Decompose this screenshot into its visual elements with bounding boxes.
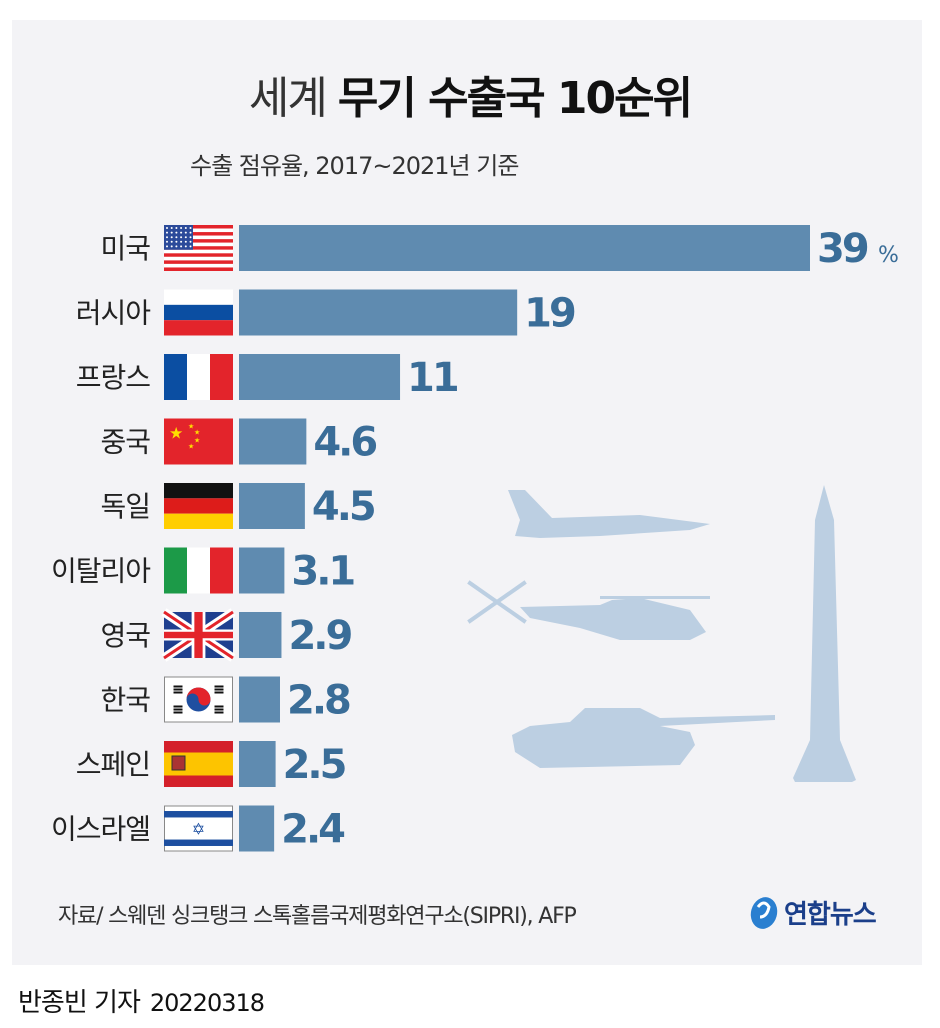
author: 반종빈 기자 xyxy=(18,988,141,1018)
svg-text:★: ★ xyxy=(188,443,194,451)
date: 20220318 xyxy=(149,989,265,1017)
bar xyxy=(239,418,307,465)
value-label: 3.1 xyxy=(291,549,354,595)
bar-row: 영국 2.9 xyxy=(100,608,354,662)
china-flag-icon: ★ ★★★★ xyxy=(164,418,233,465)
yonhap-logo: 연합뉴스 xyxy=(748,894,877,931)
svg-text:★: ★ xyxy=(169,424,183,443)
value-label: 2.9 xyxy=(288,613,351,659)
category-label: 한국 xyxy=(100,684,150,717)
value-label: 2.8 xyxy=(287,678,350,724)
page-title: 세계 무기 수출국 10순위 xyxy=(0,62,940,126)
bar xyxy=(239,354,401,400)
helicopter-icon xyxy=(467,580,710,640)
svg-text:★: ★ xyxy=(188,423,194,431)
byline: 반종빈 기자 20220318 xyxy=(18,982,265,1019)
bar-row: 이탈리아 3.1 xyxy=(51,547,357,595)
unit-label: % xyxy=(878,243,899,268)
value-label: 2.5 xyxy=(283,742,346,788)
source-note: 자료/ 스웨덴 싱크탱크 스톡홀름국제평화연구소(SIPRI), AFP xyxy=(58,904,577,929)
missile-icon xyxy=(793,485,856,782)
value-label: 4.5 xyxy=(312,484,375,530)
france-flag-icon xyxy=(164,354,233,400)
value-label: 39 xyxy=(817,226,868,272)
title-bold: 무기 수출국 10순위 xyxy=(337,73,693,124)
israel-flag-icon: ✡ xyxy=(164,805,233,852)
category-label: 영국 xyxy=(100,619,150,652)
subtitle: 수출 점유율, 2017~2021년 기준 xyxy=(190,152,519,180)
bar-row: 프랑스 11 xyxy=(76,354,461,401)
title-light: 세계 xyxy=(248,73,328,124)
bar-row: 러시아 19 xyxy=(76,289,578,337)
svg-text:★: ★ xyxy=(194,437,200,445)
bar-row: 미국 39% xyxy=(100,225,899,272)
bar-row: 독일 4.5 xyxy=(100,483,378,530)
category-label: 미국 xyxy=(100,232,150,265)
bar-row: 한국 2.8 xyxy=(100,676,353,724)
uk-flag-icon xyxy=(161,608,236,662)
decorations xyxy=(467,485,856,782)
bar xyxy=(239,547,285,594)
value-label: 11 xyxy=(407,355,458,401)
bar xyxy=(239,612,282,658)
tank-icon xyxy=(512,708,775,768)
yonhap-logo-icon xyxy=(750,896,778,929)
category-label: 독일 xyxy=(100,490,150,523)
bar xyxy=(239,225,810,271)
value-label: 19 xyxy=(524,291,575,337)
bar-row: 이스라엘 ✡ 2.4 xyxy=(51,805,347,853)
logo-text: 연합뉴스 xyxy=(784,900,877,930)
svg-text:✡: ✡ xyxy=(192,820,205,839)
spain-flag-icon xyxy=(164,741,233,787)
category-label: 이탈리아 xyxy=(51,555,150,588)
value-label: 2.4 xyxy=(281,807,344,853)
category-label: 중국 xyxy=(100,426,150,459)
bar-row: 중국 ★ ★★★★ 4.6 xyxy=(100,418,379,466)
infographic-panel xyxy=(12,20,922,965)
bar xyxy=(239,741,276,787)
category-label: 러시아 xyxy=(76,297,151,330)
bar xyxy=(239,676,280,723)
bar xyxy=(239,483,305,529)
germany-flag-icon xyxy=(164,483,233,529)
bar-row: 스페인 2.5 xyxy=(76,741,349,788)
category-label: 스페인 xyxy=(76,748,150,781)
bar xyxy=(239,289,518,336)
russia-flag-icon xyxy=(164,289,233,336)
value-label: 4.6 xyxy=(313,420,376,466)
us-flag-icon xyxy=(164,225,233,271)
category-label: 이스라엘 xyxy=(51,813,150,846)
italy-flag-icon xyxy=(164,547,233,594)
fighter-jet-icon xyxy=(508,490,710,538)
bar xyxy=(239,805,275,852)
korea-flag-icon xyxy=(164,676,233,723)
svg-text:★: ★ xyxy=(194,429,200,437)
category-label: 프랑스 xyxy=(76,361,151,394)
